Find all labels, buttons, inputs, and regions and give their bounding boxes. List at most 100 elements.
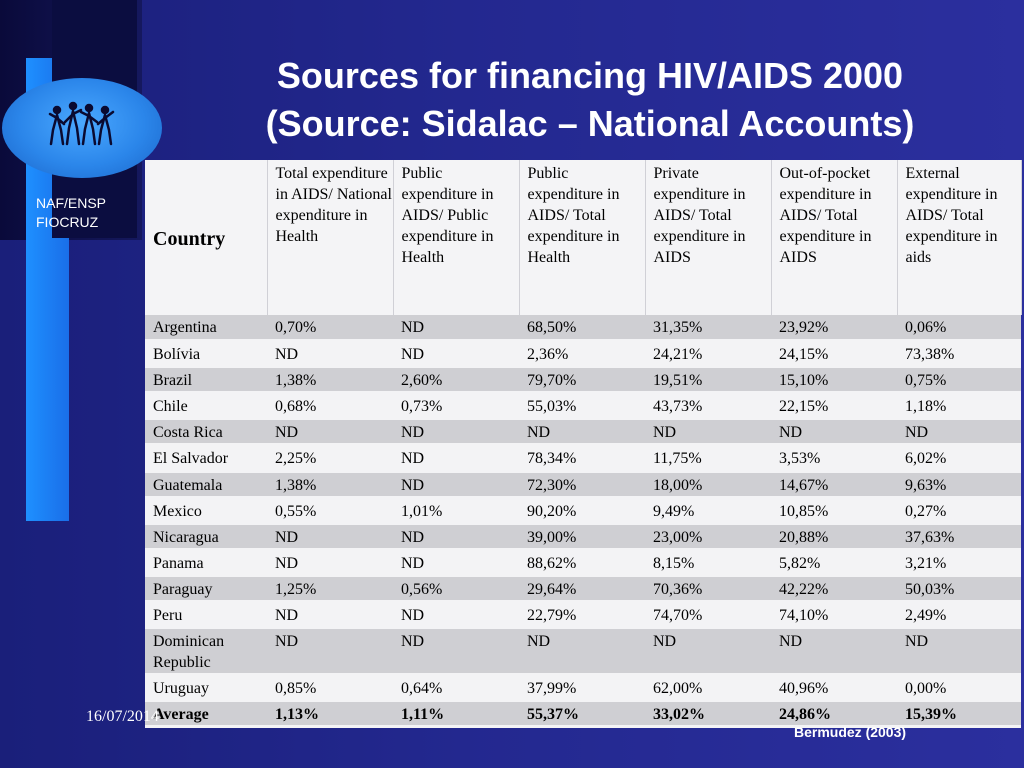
value-cell: 9,49% bbox=[645, 497, 771, 525]
value-cell: 24,15% bbox=[771, 340, 897, 368]
average-row: Average 1,13% 1,11% 55,37% 33,02% 24,86% 15,39… bbox=[145, 700, 1021, 728]
value-cell: 72,30% bbox=[519, 471, 645, 499]
country-cell: Nicaragua bbox=[145, 523, 267, 551]
financing-table: Country Total expenditure in AIDS/ Natio… bbox=[145, 160, 1022, 728]
table-row: Brazil 1,38% 2,60% 79,70% 19,51% 15,10% 0,75% bbox=[145, 366, 1021, 394]
table-row: El Salvador 2,25% ND 78,34% 11,75% 3,53% 6,02% bbox=[145, 444, 1021, 473]
country-cell: Panama bbox=[145, 549, 267, 577]
value-cell: 0,00% bbox=[897, 674, 1021, 702]
country-cell: Argentina bbox=[145, 315, 267, 342]
country-cell: Chile bbox=[145, 392, 267, 420]
slide-date: 16/07/2014 bbox=[86, 708, 159, 725]
value-cell: 9,63% bbox=[897, 471, 1021, 499]
value-cell: ND bbox=[393, 471, 519, 499]
value-cell: 55,03% bbox=[519, 392, 645, 420]
value-cell: 74,70% bbox=[645, 601, 771, 629]
value-cell: ND bbox=[393, 601, 519, 629]
value-cell: 40,96% bbox=[771, 674, 897, 702]
value-cell: 37,99% bbox=[519, 674, 645, 702]
country-cell: Dominican Republic bbox=[145, 627, 267, 676]
value-cell: ND bbox=[267, 601, 393, 629]
value-cell: 18,00% bbox=[645, 471, 771, 499]
header-public-aids-total-health: Public expenditure in AIDS/ Total expend… bbox=[519, 160, 646, 315]
value-cell: 68,50% bbox=[519, 315, 645, 342]
value-cell: 0,68% bbox=[267, 392, 393, 420]
value-cell: 29,64% bbox=[519, 575, 645, 603]
value-cell: ND bbox=[393, 549, 519, 577]
value-cell: ND bbox=[393, 444, 519, 473]
value-cell: 0,56% bbox=[393, 575, 519, 603]
value-cell: 1,38% bbox=[267, 366, 393, 394]
value-cell: 43,73% bbox=[645, 392, 771, 420]
value-cell: ND bbox=[393, 418, 519, 446]
value-cell: 23,92% bbox=[771, 315, 897, 342]
source-reference: Bermudez (2003) bbox=[794, 724, 907, 740]
table-row: Nicaragua ND ND 39,00% 23,00% 20,88% 37,63% bbox=[145, 523, 1021, 551]
title-line-2: (Source: Sidalac – National Accounts) bbox=[265, 103, 915, 144]
value-cell: 55,37% bbox=[519, 700, 645, 728]
value-cell: ND bbox=[897, 627, 1021, 676]
table-row: Peru ND ND 22,79% 74,70% 74,10% 2,49% bbox=[145, 601, 1021, 629]
value-cell: ND bbox=[771, 627, 897, 676]
value-cell: ND bbox=[267, 340, 393, 368]
value-cell: 0,55% bbox=[267, 497, 393, 525]
value-cell: ND bbox=[267, 627, 393, 676]
header-private-aids-total-aids: Private expenditure in AIDS/ Total expen… bbox=[645, 160, 772, 315]
value-cell: 31,35% bbox=[645, 315, 771, 342]
slide-title: Sources for financing HIV/AIDS 2000 (Sou… bbox=[150, 52, 1024, 148]
header-public-aids-public-health: Public expenditure in AIDS/ Public expen… bbox=[393, 160, 520, 315]
fiocruz-logo bbox=[2, 78, 162, 178]
value-cell: 1,11% bbox=[393, 700, 519, 728]
value-cell: 33,02% bbox=[645, 700, 771, 728]
value-cell: ND bbox=[645, 627, 771, 676]
country-cell: Brazil bbox=[145, 366, 267, 394]
country-cell: Uruguay bbox=[145, 674, 267, 702]
value-cell: 15,39% bbox=[897, 700, 1021, 728]
value-cell: 5,82% bbox=[771, 549, 897, 577]
value-cell: 3,21% bbox=[897, 549, 1021, 577]
value-cell: 0,70% bbox=[267, 315, 393, 342]
value-cell: 24,21% bbox=[645, 340, 771, 368]
value-cell: 0,85% bbox=[267, 674, 393, 702]
header-total-aids-national-health: Total expenditure in AIDS/ National expe… bbox=[267, 160, 394, 315]
org-line-1: NAF/ENSP bbox=[36, 195, 107, 211]
value-cell: 15,10% bbox=[771, 366, 897, 394]
value-cell: 19,51% bbox=[645, 366, 771, 394]
value-cell: 1,01% bbox=[393, 497, 519, 525]
table-row: Dominican Republic ND ND ND ND ND ND bbox=[145, 627, 1021, 676]
value-cell: 2,36% bbox=[519, 340, 645, 368]
table-row: Uruguay 0,85% 0,64% 37,99% 62,00% 40,96% 0,00% bbox=[145, 674, 1021, 702]
value-cell: 1,18% bbox=[897, 392, 1021, 420]
title-line-1: Sources for financing HIV/AIDS 2000 bbox=[276, 55, 904, 96]
value-cell: ND bbox=[897, 418, 1021, 446]
table-row: Mexico 0,55% 1,01% 90,20% 9,49% 10,85% 0,27% bbox=[145, 497, 1021, 525]
table-row: Panama ND ND 88,62% 8,15% 5,82% 3,21% bbox=[145, 549, 1021, 577]
value-cell: ND bbox=[393, 315, 519, 342]
value-cell: 6,02% bbox=[897, 444, 1021, 473]
value-cell: 88,62% bbox=[519, 549, 645, 577]
header-country: Country bbox=[145, 160, 268, 315]
value-cell: 39,00% bbox=[519, 523, 645, 551]
value-cell: 2,60% bbox=[393, 366, 519, 394]
value-cell: 79,70% bbox=[519, 366, 645, 394]
value-cell: ND bbox=[393, 340, 519, 368]
people-logo-icon bbox=[48, 101, 115, 146]
value-cell: 2,25% bbox=[267, 444, 393, 473]
country-cell: Guatemala bbox=[145, 471, 267, 499]
value-cell: 23,00% bbox=[645, 523, 771, 551]
country-cell: El Salvador bbox=[145, 444, 267, 473]
header-out-of-pocket-aids-total-aids: Out-of-pocket expenditure in AIDS/ Total… bbox=[771, 160, 898, 315]
table-row: Bolívia ND ND 2,36% 24,21% 24,15% 73,38% bbox=[145, 340, 1021, 368]
value-cell: 73,38% bbox=[897, 340, 1021, 368]
table-row: Paraguay 1,25% 0,56% 29,64% 70,36% 42,22% 50,0… bbox=[145, 575, 1021, 603]
value-cell: 74,10% bbox=[771, 601, 897, 629]
value-cell: 14,67% bbox=[771, 471, 897, 499]
country-cell: Paraguay bbox=[145, 575, 267, 603]
value-cell: 24,86% bbox=[771, 700, 897, 728]
value-cell: 70,36% bbox=[645, 575, 771, 603]
value-cell: 0,73% bbox=[393, 392, 519, 420]
value-cell: ND bbox=[267, 549, 393, 577]
value-cell: ND bbox=[393, 627, 519, 676]
country-cell: Bolívia bbox=[145, 340, 267, 368]
value-cell: 1,25% bbox=[267, 575, 393, 603]
